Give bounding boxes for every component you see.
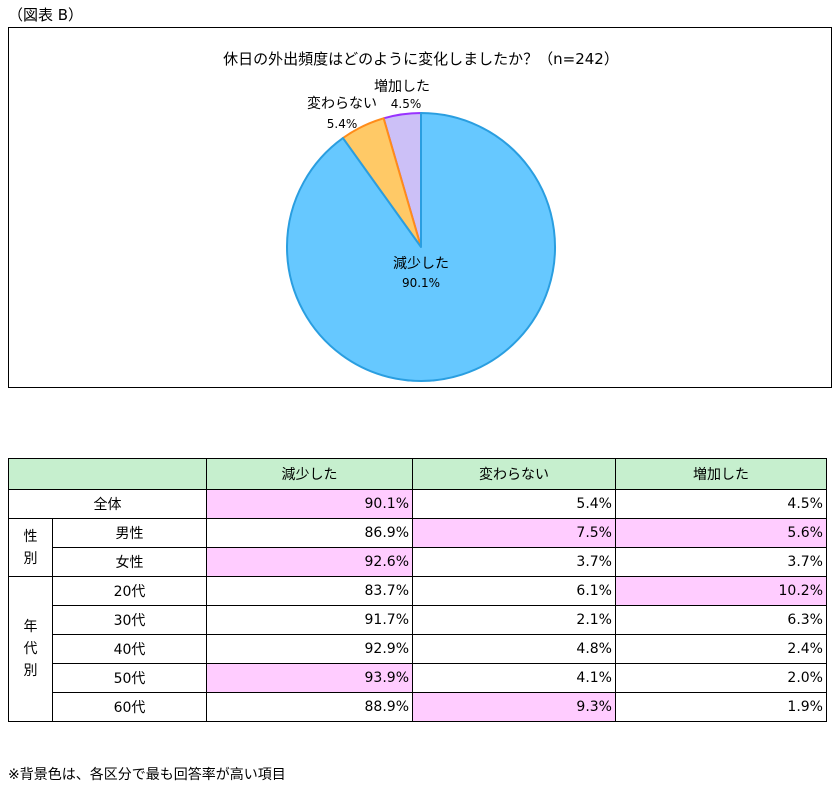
slice-label-increase: 増加した: [374, 79, 430, 95]
cell-unchanged: 7.5%: [412, 518, 616, 548]
pie-slices: [286, 112, 556, 382]
slice-value-decrease: 90.1%: [402, 276, 440, 290]
cell-decrease: 83.7%: [206, 576, 413, 606]
table-row: 30代 91.7% 2.1% 6.3%: [9, 605, 827, 635]
results-table: 減少した 変わらない 増加した 全体 90.1% 5.4% 4.5% 性別 男性…: [8, 458, 827, 722]
row-label: 60代: [52, 692, 207, 722]
row-label: 男性: [52, 518, 207, 548]
cell-increase: 2.0%: [615, 663, 827, 693]
cell-decrease: 90.1%: [206, 489, 413, 519]
cell-unchanged: 5.4%: [412, 489, 616, 519]
cell-unchanged: 9.3%: [412, 692, 616, 722]
slice-label-decrease: 減少した: [393, 255, 449, 272]
table-row: 年代別 20代 83.7% 6.1% 10.2%: [8, 576, 827, 722]
cell-decrease: 86.9%: [206, 518, 413, 548]
header-increase: 増加した: [615, 458, 827, 490]
figure-label: （図表 B）: [8, 6, 84, 24]
row-label: 30代: [52, 605, 207, 635]
chart-title: 休日の外出頻度はどのように変化しましたか？（n=242）: [223, 50, 619, 68]
row-label: 20代: [52, 576, 207, 606]
slice-label-unchanged: 変わらない: [307, 95, 377, 112]
cell-decrease: 91.7%: [206, 605, 413, 635]
table-row: 40代 92.9% 4.8% 2.4%: [9, 634, 827, 664]
cell-decrease: 92.6%: [206, 547, 413, 577]
cell-increase: 4.5%: [615, 489, 827, 519]
cell-increase: 5.6%: [615, 518, 827, 548]
cell-decrease: 92.9%: [206, 634, 413, 664]
table-row: 性別 男性 86.9% 7.5% 5.6%: [8, 518, 827, 577]
slice-value-unchanged: 5.4%: [327, 117, 358, 131]
cell-decrease: 93.9%: [206, 663, 413, 693]
footnote: ※背景色は、各区分で最も回答率が高い項目: [8, 767, 286, 783]
row-label: 40代: [52, 634, 207, 664]
table-row: 60代 88.9% 9.3% 1.9%: [9, 692, 827, 722]
header-decrease: 減少した: [206, 458, 413, 490]
table-row: 50代 93.9% 4.1% 2.0%: [9, 663, 827, 693]
cell-unchanged: 4.1%: [412, 663, 616, 693]
slice-value-increase: 4.5%: [391, 97, 422, 111]
header-unchanged: 変わらない: [412, 458, 616, 490]
pie-chart: 休日の外出頻度はどのように変化しましたか？（n=242） 増加した 4.5% 変…: [223, 50, 619, 382]
pie-chart-frame: 休日の外出頻度はどのように変化しましたか？（n=242） 増加した 4.5% 変…: [8, 27, 832, 388]
cell-increase: 1.9%: [615, 692, 827, 722]
cell-unchanged: 3.7%: [412, 547, 616, 577]
row-label: 50代: [52, 663, 207, 693]
pie-slice-decrease: [286, 112, 556, 382]
row-label: 女性: [52, 547, 207, 577]
cell-increase: 2.4%: [615, 634, 827, 664]
cell-unchanged: 4.8%: [412, 634, 616, 664]
cell-increase: 10.2%: [615, 576, 827, 606]
cell-unchanged: 6.1%: [412, 576, 616, 606]
table-header-row: 減少した 変わらない 増加した: [8, 458, 827, 490]
row-label: 全体: [8, 489, 207, 519]
group-label-age: 年代別: [8, 576, 53, 722]
table-row: 女性 92.6% 3.7% 3.7%: [9, 547, 827, 577]
group-label-gender: 性別: [8, 518, 53, 577]
header-corner: [8, 458, 207, 490]
cell-unchanged: 2.1%: [412, 605, 616, 635]
table-row: 全体 90.1% 5.4% 4.5%: [8, 489, 827, 519]
cell-increase: 3.7%: [615, 547, 827, 577]
cell-decrease: 88.9%: [206, 692, 413, 722]
cell-increase: 6.3%: [615, 605, 827, 635]
